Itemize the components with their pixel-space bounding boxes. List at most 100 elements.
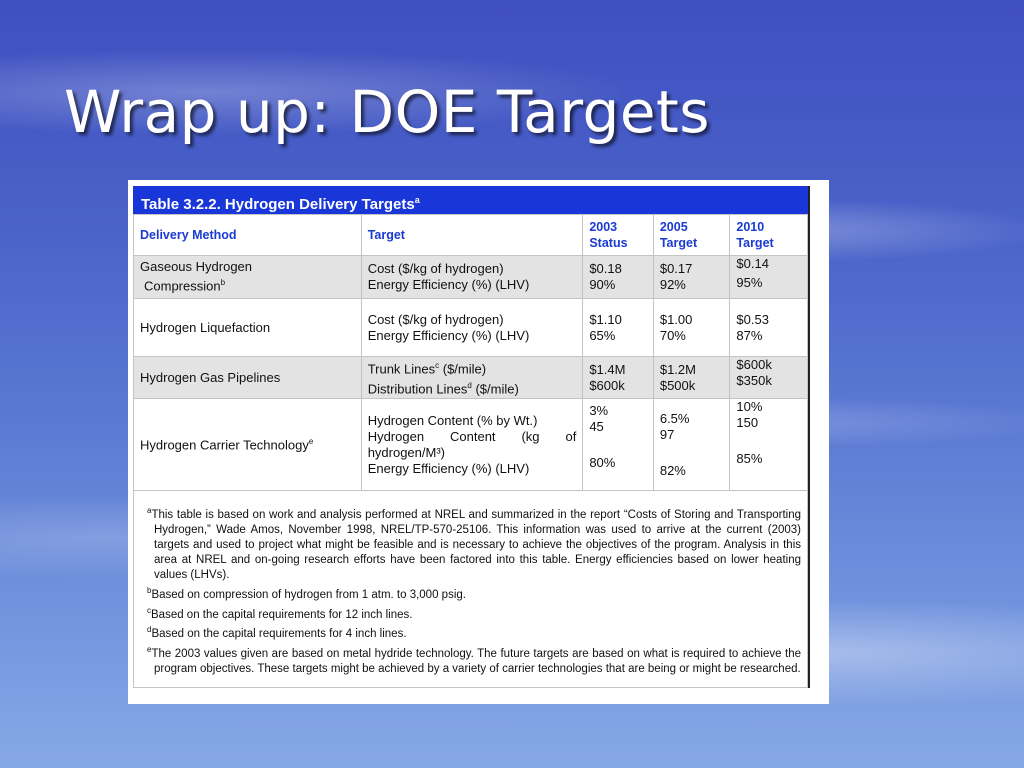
target-line: Energy Efficiency (%) (LHV): [367, 460, 530, 476]
cell-2003: $0.18 90%: [582, 255, 654, 299]
value-line: 10%: [736, 399, 763, 414]
footnote-mark: a: [147, 506, 152, 515]
cell-2005: 6.5% 97 82%: [652, 398, 731, 491]
value-line: 45: [589, 419, 604, 434]
value-line: $350k: [736, 373, 772, 388]
cell-2005: $1.2M $500k: [652, 356, 731, 399]
cell-2003: 3% 45 80%: [582, 398, 654, 491]
table-caption-text: Table 3.2.2. Hydrogen Delivery Targets: [141, 196, 415, 213]
cell-method: Hydrogen Carrier Technologye: [133, 398, 362, 491]
footnote-mark: d: [467, 380, 472, 390]
footnote-mark: d: [147, 625, 152, 635]
header-2010-target: 2010 Target: [729, 214, 808, 256]
value-line: 92%: [659, 277, 686, 292]
target-line: Hydrogen Content (% by Wt.): [367, 412, 538, 428]
cell-2010: $0.53 87%: [729, 298, 808, 357]
cell-2010: 10% 150 85%: [729, 398, 808, 491]
method-line: Gaseous Hydrogen: [140, 259, 253, 275]
footnote-mark: c: [147, 605, 151, 615]
cell-target: Cost ($/kg of hydrogen) Energy Efficiency…: [360, 255, 584, 299]
footnote-text: Based on compression of hydrogen from 1 …: [151, 588, 466, 601]
value-line: 150: [736, 415, 759, 430]
target-unit: ($/mile): [471, 380, 519, 396]
cell-target: Hydrogen Content (% by Wt.) Hydrogen Cont…: [360, 398, 584, 491]
value-line: $1.10: [589, 311, 622, 327]
cell-method: Gaseous Hydrogen Compressionb: [133, 255, 362, 299]
value-line: $0.53: [736, 311, 769, 327]
value-line: $0.14: [736, 256, 769, 271]
header-2003-year: 2003: [589, 220, 618, 234]
header-target: Target: [360, 214, 584, 256]
value-line: 82%: [659, 463, 686, 478]
footnote-text: This table is based on work and analysis…: [151, 508, 801, 581]
footnote-mark: c: [435, 361, 440, 371]
value-line: $600k: [589, 377, 625, 393]
target-text: Trunk Lines: [367, 361, 436, 377]
cell-2003: $1.4M $600k: [582, 356, 654, 399]
value-line: $0.18: [589, 261, 622, 276]
header-2005-year: 2005: [659, 220, 688, 234]
targets-table: Delivery Method Target 2003 Status 2005 Ta…: [133, 214, 808, 491]
slide-title: Wrap up: DOE Targets: [64, 78, 710, 146]
target-line: Distribution Linesd ($/mile): [368, 378, 577, 397]
table-caption: Table 3.2.2. Hydrogen Delivery Targetsa: [133, 186, 808, 214]
footnote-text: Based on the capital requirements for 12…: [151, 608, 413, 621]
header-2010-year: 2010: [736, 220, 765, 234]
footnote-e: eThe 2003 values given are based on meta…: [142, 642, 801, 677]
footnote-text: Based on the capital requirements for 4 …: [151, 628, 407, 641]
footnote-mark: e: [308, 436, 314, 446]
value-line: $600k: [736, 357, 772, 372]
table-footnotes: aThis table is based on work and analysi…: [133, 491, 808, 689]
target-line: Cost ($/kg of hydrogen): [367, 311, 504, 327]
value-line: 95%: [736, 275, 763, 290]
method-text: Hydrogen Carrier Technology: [140, 437, 309, 453]
footnote-mark: b: [147, 585, 152, 595]
cell-target: Trunk Linesc ($/mile) Distribution Linesd…: [360, 356, 584, 399]
value-line: $1.4M: [589, 361, 626, 377]
value-line: 90%: [589, 277, 616, 292]
header-2005-target: 2005 Target: [652, 214, 731, 256]
header-delivery-method: Delivery Method: [133, 214, 362, 256]
target-unit: ($/mile): [439, 361, 487, 377]
table-header-row: Delivery Method Target 2003 Status 2005 Ta…: [133, 214, 808, 256]
table-row: Hydrogen Liquefaction Cost ($/kg of hydr…: [133, 298, 808, 357]
value-line: 85%: [736, 451, 763, 466]
value-line: 6.5%: [659, 411, 690, 426]
value-line: 80%: [589, 455, 616, 470]
hydrogen-delivery-table: Table 3.2.2. Hydrogen Delivery Targetsa …: [133, 186, 810, 689]
value-line: $1.00: [659, 311, 693, 327]
value-line: $0.17: [659, 261, 693, 276]
target-line: Energy Efficiency (%) (LHV): [367, 277, 530, 292]
value-line: 65%: [589, 327, 616, 343]
cell-2005: $1.00 70%: [652, 298, 731, 357]
table-panel: Table 3.2.2. Hydrogen Delivery Targetsa …: [128, 180, 829, 704]
table-row: Hydrogen Carrier Technologye Hydrogen Co…: [133, 398, 808, 491]
caption-footnote-mark: a: [414, 195, 420, 205]
footnote-a: aThis table is based on work and analysi…: [142, 503, 801, 583]
cell-2003: $1.10 65%: [582, 298, 654, 357]
table-row: Hydrogen Gas Pipelines Trunk Linesc ($/m…: [133, 356, 808, 399]
header-2005-label: Target: [659, 236, 698, 250]
footnote-d: dBased on the capital requirements for 4…: [142, 622, 801, 642]
cell-method: Hydrogen Liquefaction: [133, 298, 362, 357]
value-line: $500k: [659, 377, 696, 393]
header-2003-status: 2003 Status: [582, 214, 654, 256]
cell-target: Cost ($/kg of hydrogen) Energy Efficiency…: [360, 298, 584, 357]
value-line: 87%: [736, 327, 763, 343]
footnote-b: bBased on compression of hydrogen from 1…: [142, 583, 801, 603]
header-2010-label: Target: [736, 236, 774, 250]
footnote-mark: e: [147, 645, 152, 655]
value-line: 3%: [589, 403, 609, 418]
target-line: Hydrogen Content (kg of hydrogen/M³): [367, 428, 577, 460]
cell-2010: $0.14 95%: [729, 255, 808, 299]
target-text: Distribution Lines: [367, 380, 468, 396]
cell-method: Hydrogen Gas Pipelines: [133, 356, 362, 399]
header-2003-label: Status: [589, 236, 628, 250]
value-line: $1.2M: [659, 361, 696, 377]
value-line: 70%: [659, 327, 686, 343]
value-line: 97: [659, 427, 675, 442]
target-line: Energy Efficiency (%) (LHV): [367, 327, 530, 343]
table-row: Gaseous Hydrogen Compressionb Cost ($/kg …: [133, 255, 808, 299]
method-line: Compressionb: [140, 275, 355, 294]
footnote-mark: b: [220, 278, 226, 288]
